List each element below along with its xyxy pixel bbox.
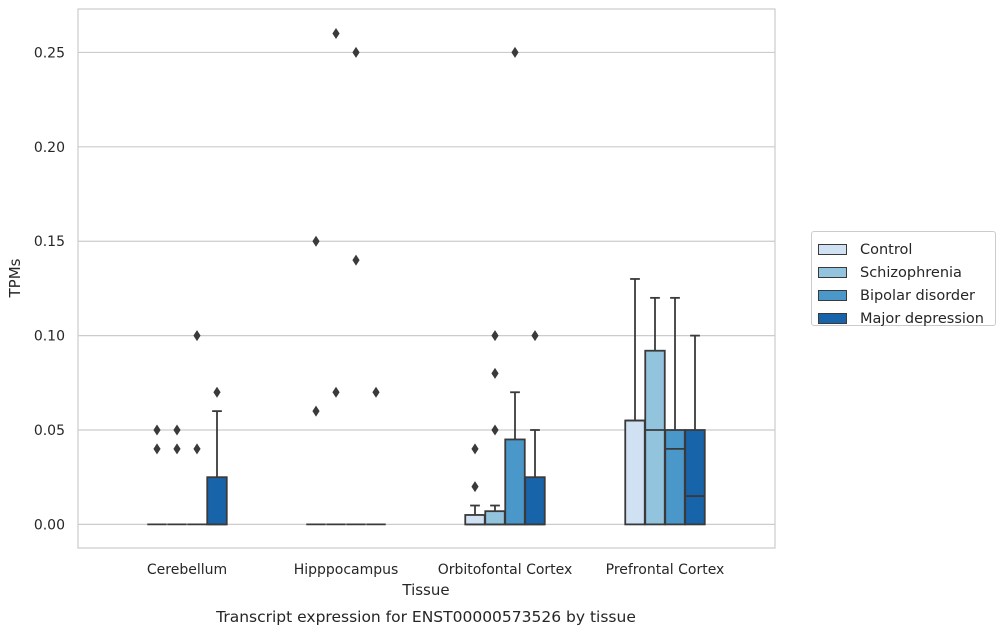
box-bipolar-disorder	[346, 46, 366, 526]
box-schizophrenia	[326, 28, 346, 526]
legend-item-control: Control	[818, 238, 995, 261]
x-tick-label: Hipppocampus	[294, 562, 399, 578]
outlier-point	[352, 46, 360, 58]
x-tick-label: Cerebellum	[147, 562, 227, 578]
outlier-point	[173, 424, 181, 436]
box-body	[524, 476, 546, 526]
outlier-point	[213, 386, 221, 398]
box-bipolar-disorder	[504, 46, 526, 526]
outlier-point	[312, 235, 320, 247]
outlier-point	[372, 386, 380, 398]
box-body	[684, 429, 706, 526]
box-control	[306, 235, 326, 526]
box-schizophrenia	[484, 330, 506, 526]
legend-label-bipolar-disorder: Bipolar disorder	[860, 287, 975, 304]
outlier-point	[153, 443, 161, 455]
box-major-depression	[684, 334, 706, 526]
legend-item-schizophrenia: Schizophrenia	[818, 261, 995, 284]
outlier-point	[312, 405, 320, 417]
box-control	[464, 443, 486, 526]
y-tick-label: 0.15	[34, 234, 65, 250]
box-control	[624, 278, 646, 526]
box-major-depression	[206, 386, 228, 526]
y-axis-label: TPMs	[6, 258, 24, 298]
outlier-point	[332, 386, 340, 398]
legend-item-bipolar-disorder: Bipolar disorder	[818, 284, 995, 307]
y-tick-labels: 0.00 0.05 0.10 0.15 0.20 0.25	[34, 45, 65, 533]
outlier-point	[332, 28, 340, 40]
x-axis-label: Tissue	[401, 581, 449, 599]
outlier-point	[471, 443, 479, 455]
box-body	[504, 438, 526, 526]
outlier-point	[491, 330, 499, 342]
box-body	[206, 476, 228, 526]
box-plot-marks	[147, 28, 706, 526]
outlier-point	[173, 443, 181, 455]
outlier-point	[491, 367, 499, 379]
legend-swatch-schizophrenia	[818, 267, 847, 278]
box-major-depression	[366, 386, 386, 526]
box-major-depression	[524, 330, 546, 526]
outlier-point	[531, 330, 539, 342]
box-schizophrenia	[644, 296, 666, 526]
legend-swatch-control	[818, 244, 847, 255]
box-control	[147, 424, 167, 526]
box-body	[644, 349, 666, 526]
box-body	[484, 510, 506, 526]
y-tick-label: 0.25	[34, 45, 65, 61]
box-body	[624, 419, 646, 526]
chart-title: Transcript expression for ENST0000057352…	[215, 608, 636, 626]
legend-label-schizophrenia: Schizophrenia	[860, 264, 962, 281]
box-body	[464, 514, 486, 526]
legend-label-major-depression: Major depression	[860, 310, 984, 327]
box-bipolar-disorder	[664, 296, 686, 526]
plot-area-frame	[77, 8, 776, 549]
x-tick-label: Prefrontal Cortex	[606, 562, 725, 578]
box-bipolar-disorder	[187, 330, 207, 526]
outlier-point	[352, 254, 360, 266]
x-tick-label: Orbitofontal Cortex	[438, 562, 573, 578]
x-tick-labels: Cerebellum Hipppocampus Orbitofontal Corte…	[147, 562, 724, 578]
outlier-point	[491, 424, 499, 436]
y-tick-label: 0.10	[34, 329, 65, 345]
y-tick-label: 0.00	[34, 517, 65, 533]
outlier-point	[153, 424, 161, 436]
legend: Control Schizophrenia Bipolar disorder M…	[811, 231, 996, 327]
outlier-point	[471, 481, 479, 493]
y-tick-label: 0.05	[34, 423, 65, 439]
legend-label-control: Control	[860, 241, 913, 258]
legend-swatch-bipolar-disorder	[818, 290, 847, 301]
outlier-point	[193, 443, 201, 455]
box-body	[664, 429, 686, 526]
box-schizophrenia	[167, 424, 187, 526]
outlier-point	[511, 46, 519, 58]
legend-item-major-depression: Major depression	[818, 307, 995, 330]
y-tick-label: 0.20	[34, 140, 65, 156]
legend-swatch-major-depression	[818, 313, 847, 324]
outlier-point	[193, 330, 201, 342]
